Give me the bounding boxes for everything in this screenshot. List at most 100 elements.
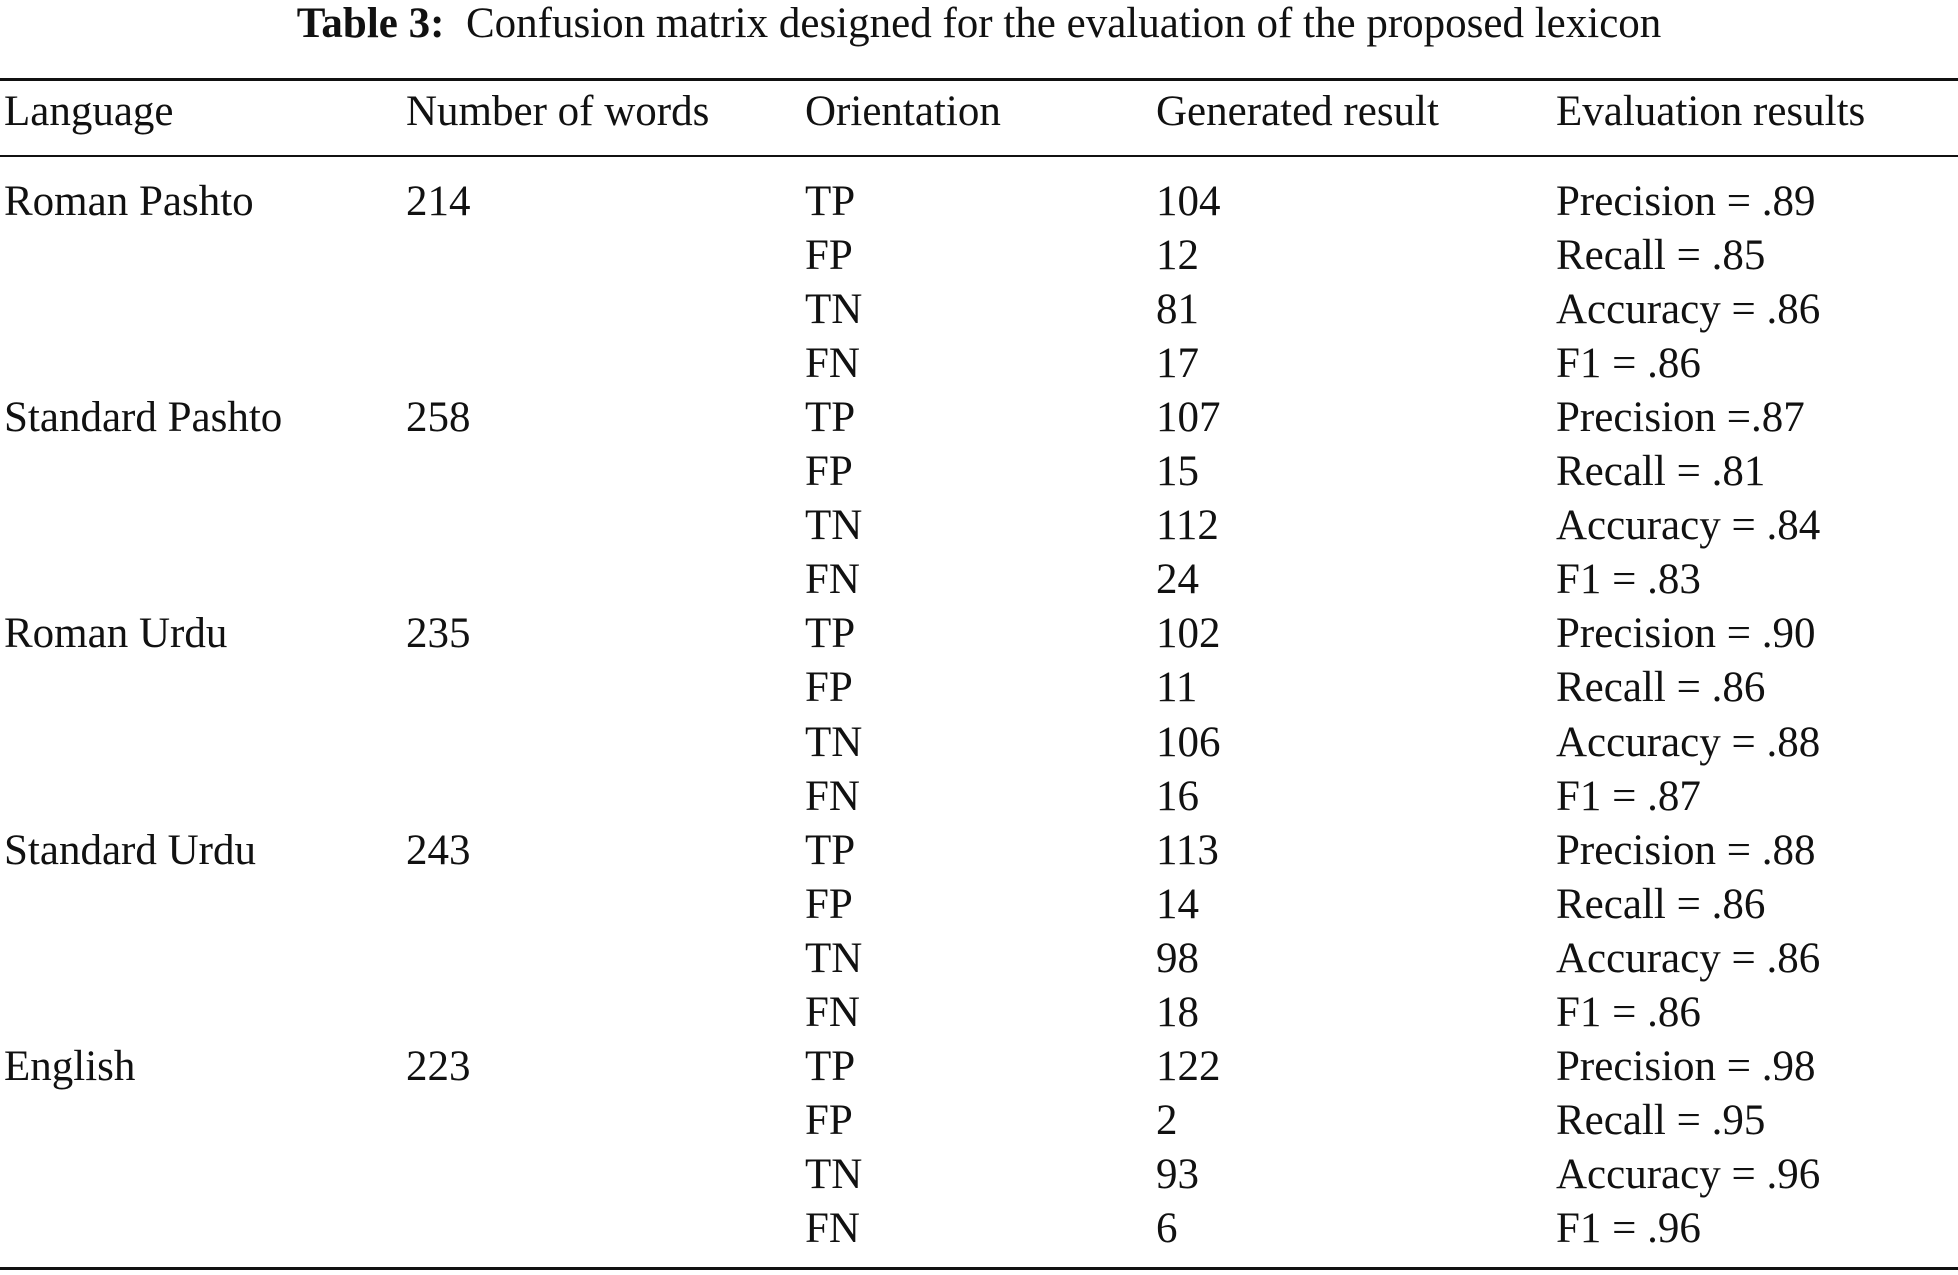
cell-orientation: FP [805, 448, 853, 495]
cell-orientation: FP [805, 881, 853, 928]
table-row: TN 106 Accuracy = .88 [0, 716, 1958, 770]
cell-number-of-words: 243 [406, 827, 471, 874]
cell-evaluation-result: Recall = .85 [1556, 232, 1766, 279]
table-row: Roman Urdu 235 TP 102 Precision = .90 [0, 607, 1958, 661]
cell-orientation: TP [805, 178, 856, 225]
table-row: TN 93 Accuracy = .96 [0, 1148, 1958, 1202]
cell-orientation: FN [805, 1205, 860, 1252]
header-number-of-words: Number of words [406, 88, 710, 135]
cell-language: English [4, 1043, 136, 1090]
cell-evaluation-result: Precision = .89 [1556, 178, 1816, 225]
cell-generated-result: 12 [1156, 232, 1199, 279]
cell-language: Standard Pashto [4, 394, 283, 441]
cell-evaluation-result: Recall = .95 [1556, 1097, 1766, 1144]
cell-number-of-words: 214 [406, 178, 471, 225]
cell-evaluation-result: Precision = .88 [1556, 827, 1816, 874]
cell-evaluation-result: Accuracy = .86 [1556, 286, 1821, 333]
cell-orientation: TP [805, 1043, 856, 1090]
cell-number-of-words: 223 [406, 1043, 471, 1090]
cell-generated-result: 102 [1156, 610, 1221, 657]
cell-generated-result: 18 [1156, 989, 1199, 1036]
cell-generated-result: 107 [1156, 394, 1221, 441]
cell-number-of-words: 258 [406, 394, 471, 441]
cell-orientation: TP [805, 610, 856, 657]
cell-evaluation-result: Precision = .98 [1556, 1043, 1816, 1090]
cell-evaluation-result: Precision = .90 [1556, 610, 1816, 657]
cell-generated-result: 15 [1156, 448, 1199, 495]
cell-orientation: TN [805, 1151, 863, 1198]
cell-generated-result: 11 [1156, 664, 1198, 711]
cell-language: Standard Urdu [4, 827, 256, 874]
cell-evaluation-result: F1 = .87 [1556, 773, 1701, 820]
cell-evaluation-result: Recall = .86 [1556, 881, 1766, 928]
header-orientation: Orientation [805, 88, 1001, 135]
table-row: English 223 TP 122 Precision = .98 [0, 1040, 1958, 1094]
cell-evaluation-result: Recall = .86 [1556, 664, 1766, 711]
cell-orientation: TN [805, 502, 863, 549]
cell-generated-result: 2 [1156, 1097, 1178, 1144]
cell-language: Roman Pashto [4, 178, 254, 225]
cell-evaluation-result: Accuracy = .96 [1556, 1151, 1821, 1198]
cell-orientation: FN [805, 773, 860, 820]
table-row: TN 98 Accuracy = .86 [0, 932, 1958, 986]
cell-generated-result: 112 [1156, 502, 1219, 549]
cell-orientation: FN [805, 989, 860, 1036]
table-row: FP 12 Recall = .85 [0, 229, 1958, 283]
cell-evaluation-result: Accuracy = .86 [1556, 935, 1821, 982]
header-generated-result: Generated result [1156, 88, 1439, 135]
cell-generated-result: 106 [1156, 719, 1221, 766]
table-row: Standard Pashto 258 TP 107 Precision =.87 [0, 391, 1958, 445]
table-row: FP 14 Recall = .86 [0, 878, 1958, 932]
cell-orientation: TN [805, 719, 863, 766]
table-row: FN 16 F1 = .87 [0, 770, 1958, 824]
cell-generated-result: 104 [1156, 178, 1221, 225]
cell-generated-result: 98 [1156, 935, 1199, 982]
cell-orientation: FP [805, 1097, 853, 1144]
cell-generated-result: 17 [1156, 340, 1199, 387]
cell-evaluation-result: Accuracy = .84 [1556, 502, 1821, 549]
cell-generated-result: 122 [1156, 1043, 1221, 1090]
cell-orientation: FN [805, 556, 860, 603]
table-caption-label: Table 3: [296, 0, 445, 47]
table-row: FP 2 Recall = .95 [0, 1094, 1958, 1148]
table-row: FN 18 F1 = .86 [0, 986, 1958, 1040]
cell-number-of-words: 235 [406, 610, 471, 657]
header-language: Language [4, 88, 174, 135]
table-row: FP 15 Recall = .81 [0, 445, 1958, 499]
cell-orientation: FP [805, 664, 853, 711]
table-row: FN 24 F1 = .83 [0, 553, 1958, 607]
bottom-rule [0, 1267, 1958, 1270]
table-header-row: Language Number of words Orientation Gen… [0, 85, 1958, 139]
table-row: Standard Urdu 243 TP 113 Precision = .88 [0, 824, 1958, 878]
cell-orientation: TN [805, 935, 863, 982]
table-caption-text: Confusion matrix designed for the evalua… [465, 0, 1662, 47]
cell-evaluation-result: F1 = .86 [1556, 989, 1701, 1036]
top-rule [0, 78, 1958, 81]
cell-evaluation-result: F1 = .96 [1556, 1205, 1701, 1252]
cell-generated-result: 113 [1156, 827, 1219, 874]
header-rule [0, 155, 1958, 157]
cell-generated-result: 24 [1156, 556, 1199, 603]
cell-orientation: TP [805, 394, 856, 441]
cell-evaluation-result: F1 = .83 [1556, 556, 1701, 603]
cell-generated-result: 14 [1156, 881, 1199, 928]
table-row: Roman Pashto 214 TP 104 Precision = .89 [0, 175, 1958, 229]
cell-evaluation-result: F1 = .86 [1556, 340, 1701, 387]
cell-generated-result: 16 [1156, 773, 1199, 820]
table-row: TN 81 Accuracy = .86 [0, 283, 1958, 337]
table-row: FN 17 F1 = .86 [0, 337, 1958, 391]
cell-evaluation-result: Precision =.87 [1556, 394, 1805, 441]
cell-evaluation-result: Recall = .81 [1556, 448, 1766, 495]
table-row: FN 6 F1 = .96 [0, 1202, 1958, 1256]
cell-orientation: TN [805, 286, 863, 333]
cell-generated-result: 6 [1156, 1205, 1178, 1252]
header-evaluation-results: Evaluation results [1556, 88, 1866, 135]
cell-orientation: FN [805, 340, 860, 387]
cell-orientation: FP [805, 232, 853, 279]
cell-generated-result: 81 [1156, 286, 1199, 333]
cell-orientation: TP [805, 827, 856, 874]
cell-generated-result: 93 [1156, 1151, 1199, 1198]
cell-language: Roman Urdu [4, 610, 228, 657]
table-row: FP 11 Recall = .86 [0, 661, 1958, 715]
table-caption: Table 3: Confusion matrix designed for t… [0, 0, 1958, 48]
